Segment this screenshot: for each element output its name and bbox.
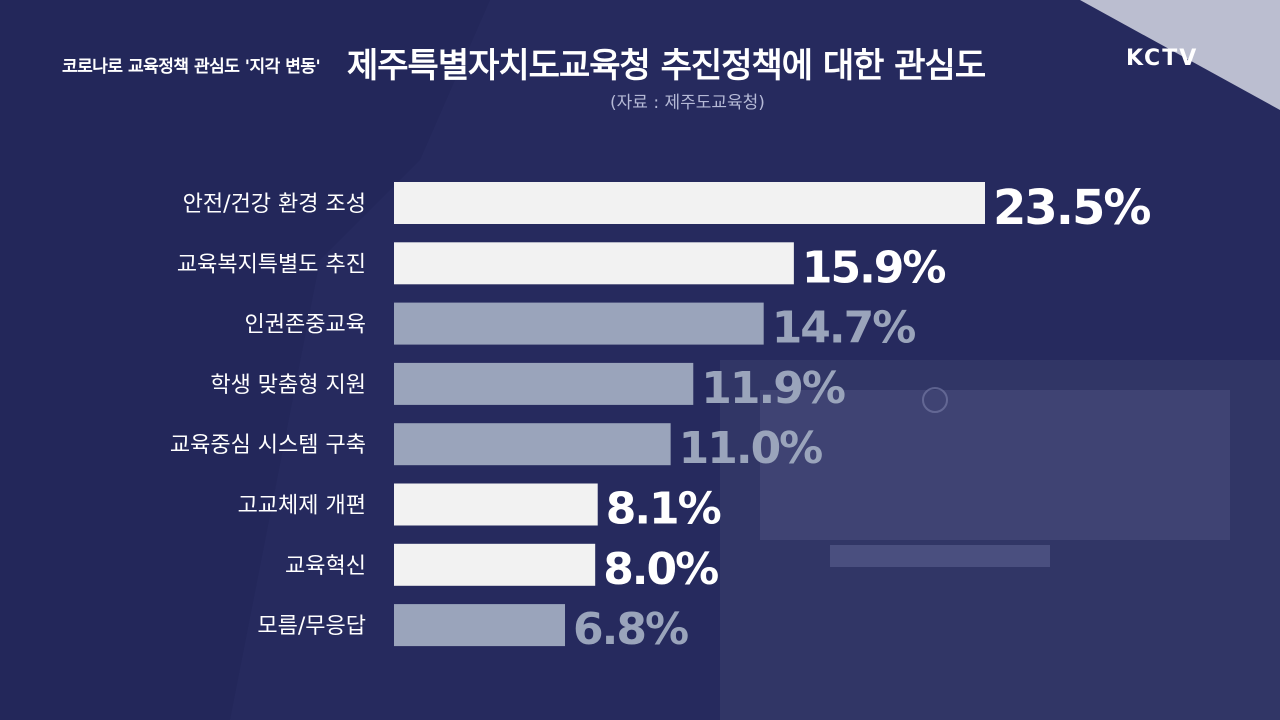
bar-2 <box>394 302 764 345</box>
bar-0 <box>394 182 985 224</box>
background-left-panel <box>0 0 490 720</box>
bar-5 <box>394 483 598 526</box>
source-note: (자료 : 제주도교육청) <box>610 93 765 113</box>
building-facade <box>760 390 1230 540</box>
building-emblem <box>922 387 948 413</box>
category-label-5: 고교체제 개편 <box>238 494 366 519</box>
value-label-0: 23.5% <box>993 180 1150 236</box>
category-label-1: 교육복지특별도 추진 <box>177 252 366 277</box>
kicker-text: 코로나로 교육정책 관심도 '지각 변동' <box>62 57 321 77</box>
background-corner-light <box>1080 0 1280 110</box>
category-label-3: 학생 맞춤형 지원 <box>210 373 366 398</box>
value-label-2: 14.7% <box>772 303 916 354</box>
category-label-2: 인권존중교육 <box>245 313 366 338</box>
bar-1 <box>394 242 794 285</box>
bar-7 <box>394 604 566 647</box>
bar-3 <box>394 362 694 405</box>
category-label-0: 안전/건강 환경 조성 <box>183 192 366 217</box>
category-label-4: 교육중심 시스템 구축 <box>170 433 366 458</box>
value-label-3: 11.9% <box>701 363 845 414</box>
value-label-7: 6.8% <box>573 604 688 655</box>
bar-4 <box>394 423 671 466</box>
kctv-logo: KCTV <box>1126 46 1199 71</box>
value-label-6: 8.0% <box>603 544 718 595</box>
building-sign <box>830 545 1050 567</box>
category-label-7: 모름/무응답 <box>257 614 366 639</box>
value-label-1: 15.9% <box>802 242 946 293</box>
page-title: 제주특별자치도교육청 추진정책에 대한 관심도 <box>347 46 986 86</box>
value-label-5: 8.1% <box>606 484 721 535</box>
value-label-4: 11.0% <box>679 423 823 474</box>
category-label-6: 교육혁신 <box>285 554 366 579</box>
bar-6 <box>394 543 596 586</box>
